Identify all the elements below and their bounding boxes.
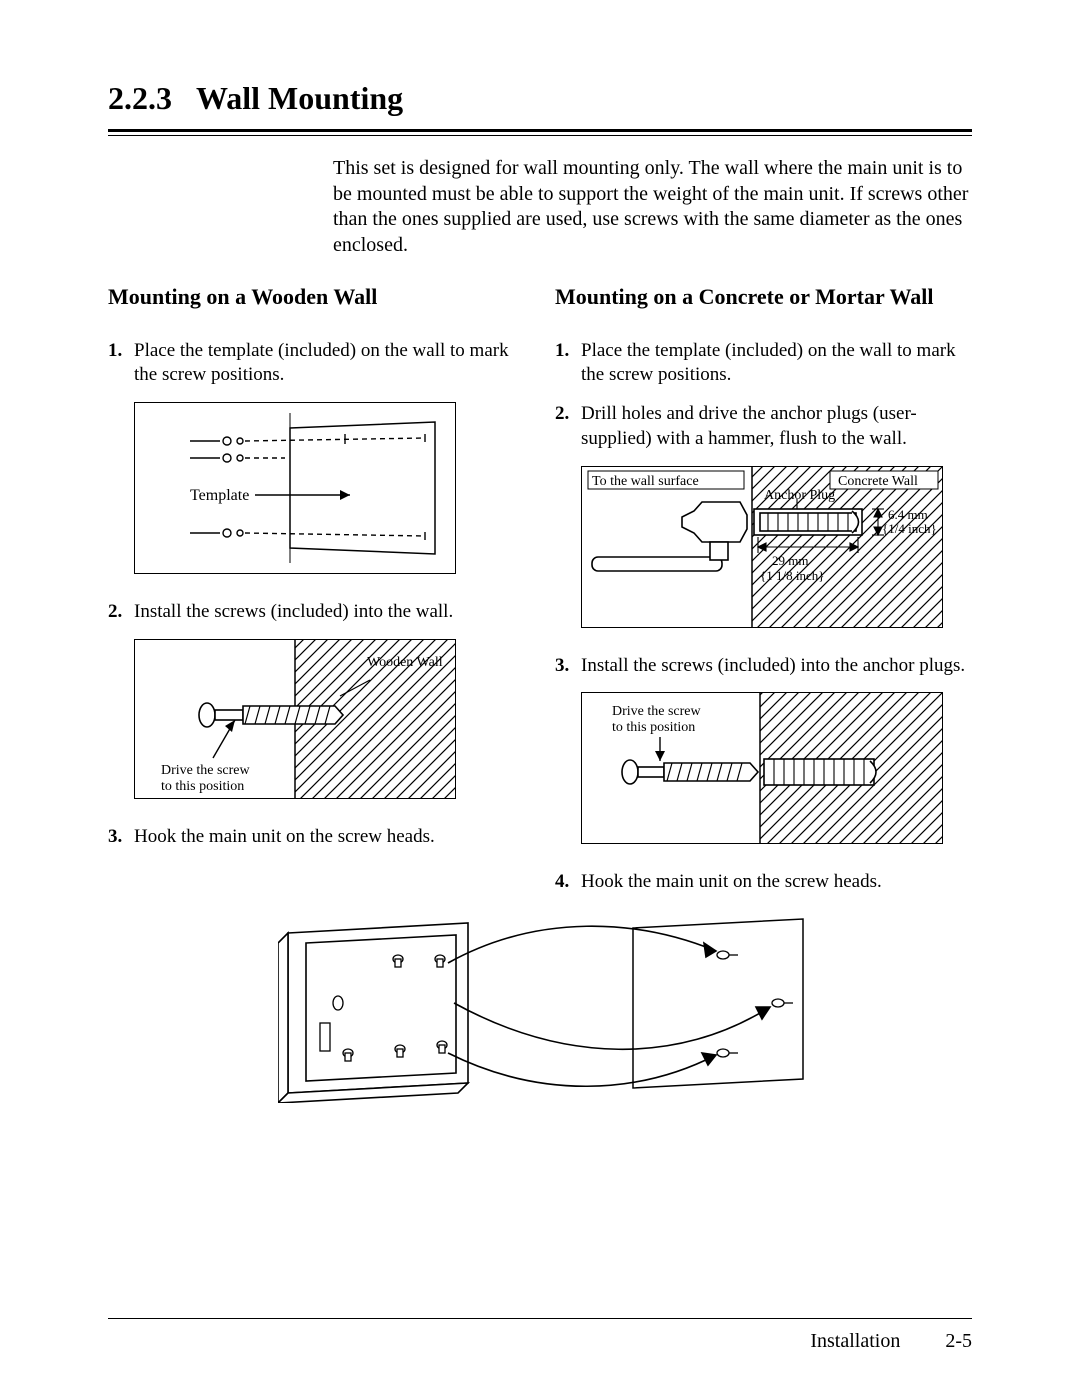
footer: Installation 2-5 bbox=[810, 1330, 972, 1353]
step-number: 3. bbox=[555, 654, 581, 679]
drive-label-1: Drive the screw bbox=[161, 763, 251, 778]
left-steps-3: 3. Hook the main unit on the screw heads… bbox=[108, 825, 525, 850]
step-text: Hook the main unit on the screw heads. bbox=[134, 825, 525, 850]
wooden-wall-label-1: Wooden Wall bbox=[367, 655, 443, 670]
dim-6-4: 6.4 mm bbox=[888, 507, 928, 522]
section-title-text: Wall Mounting bbox=[196, 80, 403, 116]
page: 2.2.3 Wall Mounting This set is designed… bbox=[0, 0, 1080, 1397]
right-step-1: 1. Place the template (included) on the … bbox=[555, 339, 972, 388]
step-text: Drill holes and drive the anchor plugs (… bbox=[581, 402, 972, 451]
dim-29: 29 mm bbox=[772, 553, 808, 568]
right-heading: Mounting on a Concrete or Mortar Wall bbox=[555, 284, 972, 310]
right-steps-3: 3. Install the screws (included) into th… bbox=[555, 654, 972, 679]
step-number: 4. bbox=[555, 870, 581, 895]
section-heading: 2.2.3 Wall Mounting bbox=[108, 80, 972, 117]
figure-screw-anchor: Drive the screw to this position bbox=[581, 692, 943, 844]
figure-hook-unit bbox=[278, 913, 972, 1108]
right-step-3: 3. Install the screws (included) into th… bbox=[555, 654, 972, 679]
footer-rule bbox=[108, 1318, 972, 1319]
step-number: 2. bbox=[108, 600, 134, 625]
intro-paragraph: This set is designed for wall mounting o… bbox=[333, 156, 972, 258]
left-steps: 1. Place the template (included) on the … bbox=[108, 339, 525, 388]
step-number: 1. bbox=[555, 339, 581, 388]
right-steps-4: 4. Hook the main unit on the screw heads… bbox=[555, 870, 972, 895]
anchor-label: Anchor Plug bbox=[764, 488, 835, 503]
step-text: Install the screws (included) into the w… bbox=[134, 600, 525, 625]
dim-6-4-in: {1/4 inch} bbox=[882, 521, 937, 536]
section-number: 2.2.3 bbox=[108, 80, 172, 116]
heading-double-rule bbox=[108, 129, 972, 136]
step-text: Install the screws (included) into the a… bbox=[581, 654, 972, 679]
figure-anchor-plug: To the wall surface Concrete Wall Anchor… bbox=[581, 466, 943, 628]
step-text: Hook the main unit on the screw heads. bbox=[581, 870, 972, 895]
dim-29-in: {1 1/8 inch} bbox=[760, 568, 824, 583]
left-column: Mounting on a Wooden Wall 1. Place the t… bbox=[108, 284, 525, 909]
step-number: 3. bbox=[108, 825, 134, 850]
template-label: Template bbox=[190, 487, 249, 504]
right-step-2: 2. Drill holes and drive the anchor plug… bbox=[555, 402, 972, 451]
right-step-4: 4. Hook the main unit on the screw heads… bbox=[555, 870, 972, 895]
drive-label-r1: Drive the screw bbox=[612, 704, 702, 719]
step-number: 2. bbox=[555, 402, 581, 451]
left-step-1: 1. Place the template (included) on the … bbox=[108, 339, 525, 388]
step-text: Place the template (included) on the wal… bbox=[581, 339, 972, 388]
figure-template: Template bbox=[134, 402, 456, 574]
right-column: Mounting on a Concrete or Mortar Wall 1.… bbox=[555, 284, 972, 909]
two-column-layout: Mounting on a Wooden Wall 1. Place the t… bbox=[108, 284, 972, 909]
left-steps-2: 2. Install the screws (included) into th… bbox=[108, 600, 525, 625]
footer-label: Installation bbox=[810, 1330, 900, 1352]
right-steps-1-2: 1. Place the template (included) on the … bbox=[555, 339, 972, 452]
figure-wooden-screw: Wooden Wall Drive the screw to this posi… bbox=[134, 639, 456, 799]
to-surface-label: To the wall surface bbox=[592, 474, 699, 489]
concrete-label: Concrete Wall bbox=[838, 474, 918, 489]
page-number: 2-5 bbox=[945, 1330, 972, 1353]
step-text: Place the template (included) on the wal… bbox=[134, 339, 525, 388]
left-step-3: 3. Hook the main unit on the screw heads… bbox=[108, 825, 525, 850]
step-number: 1. bbox=[108, 339, 134, 388]
left-heading: Mounting on a Wooden Wall bbox=[108, 284, 525, 310]
drive-label-2: to this position bbox=[161, 779, 244, 794]
left-step-2: 2. Install the screws (included) into th… bbox=[108, 600, 525, 625]
drive-label-r2: to this position bbox=[612, 720, 695, 735]
